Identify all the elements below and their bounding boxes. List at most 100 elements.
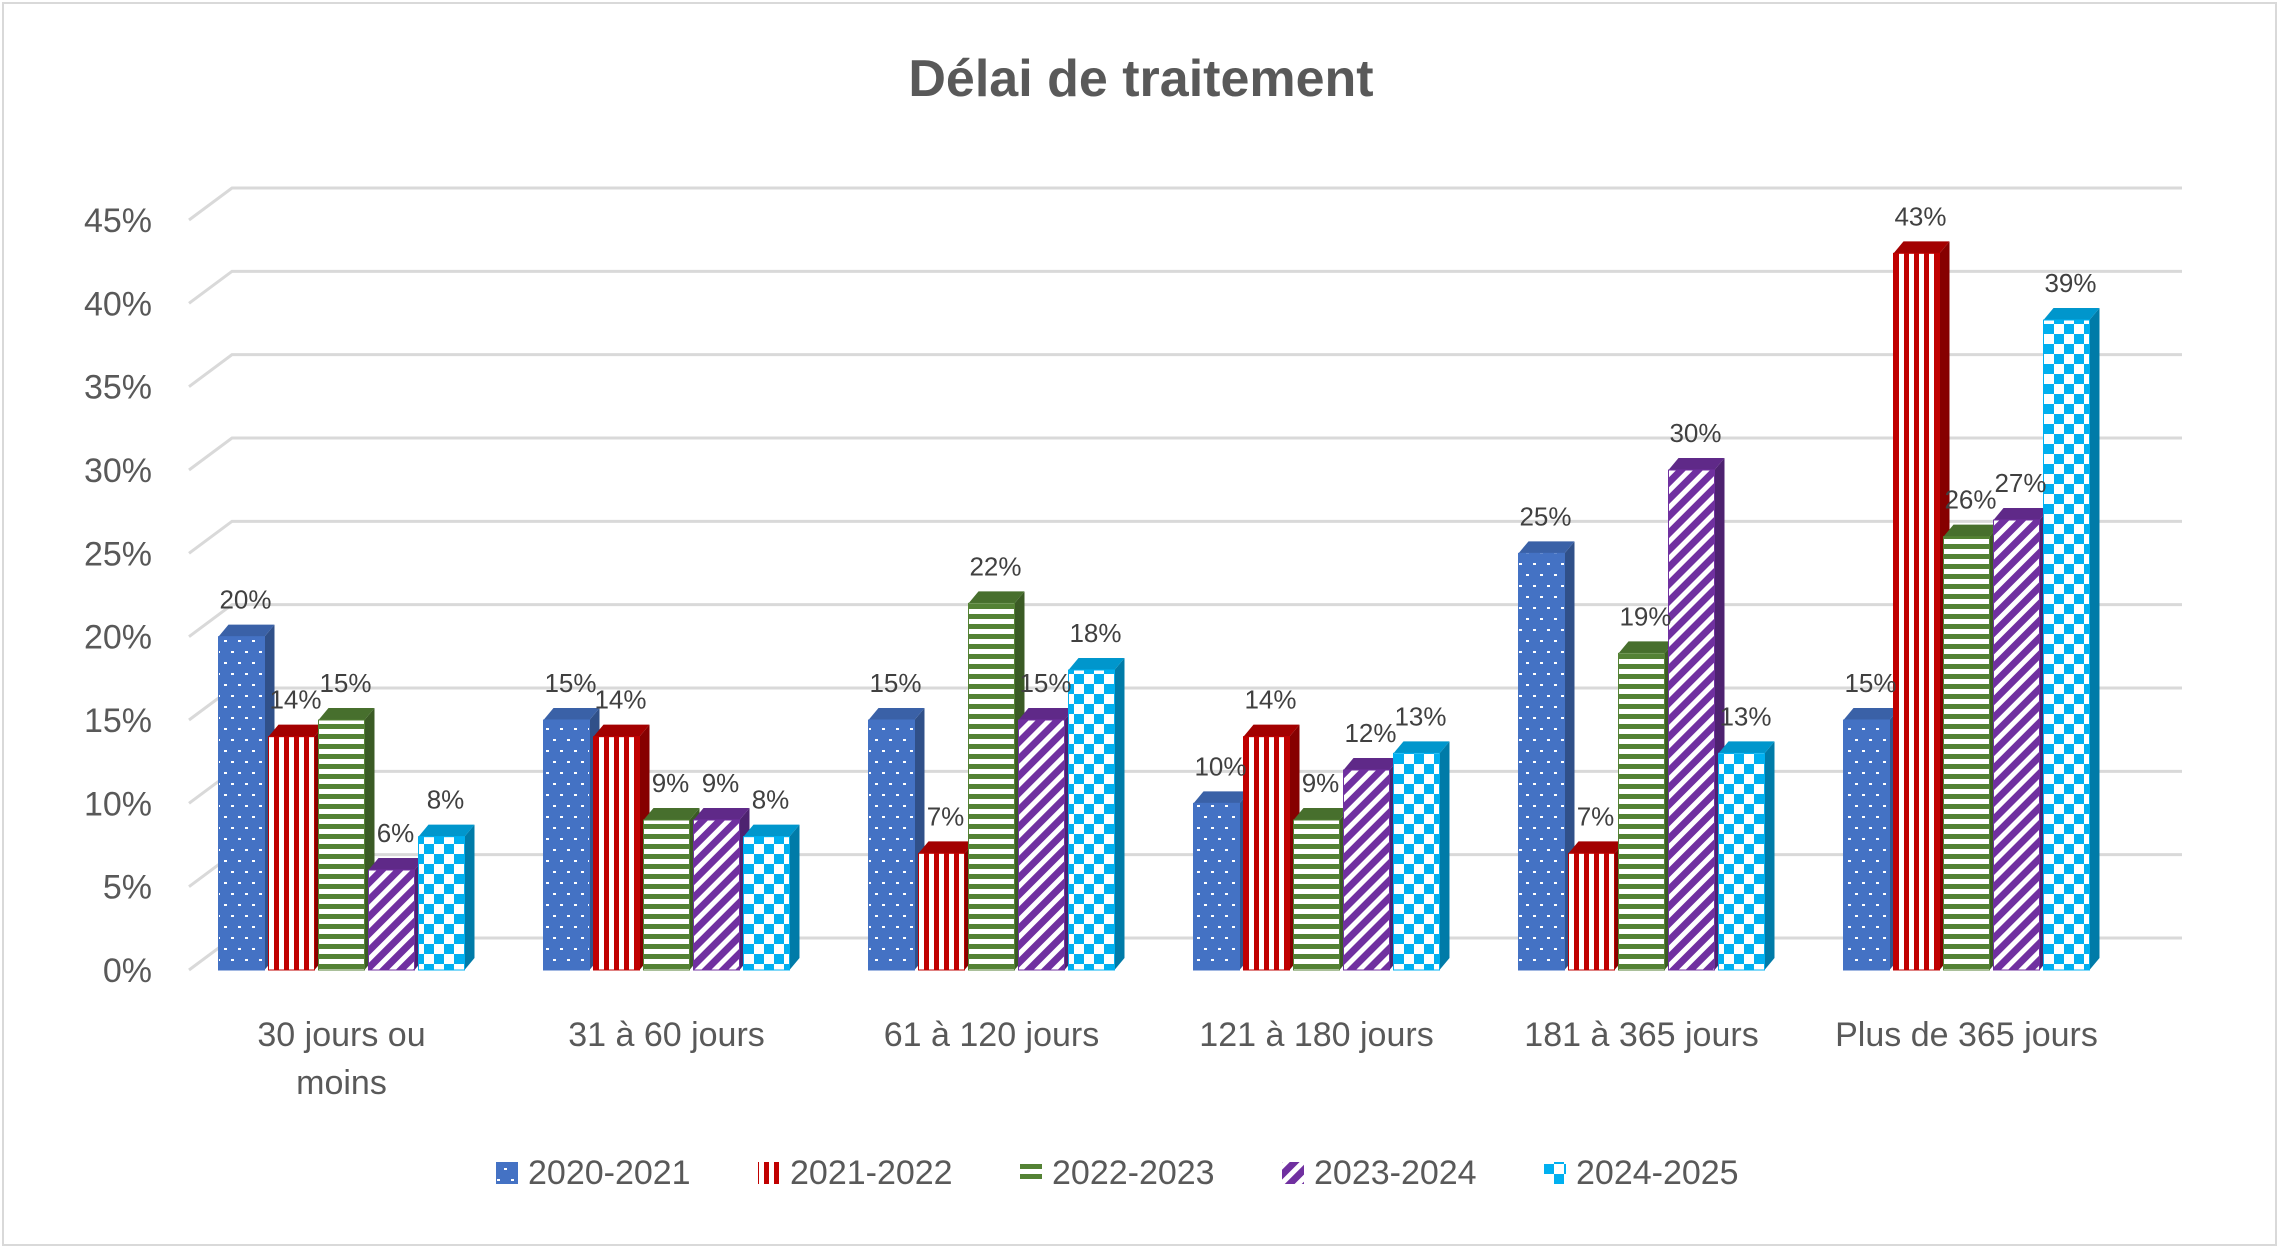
data-label: 15% [869, 668, 921, 698]
y-tick-label: 10% [84, 785, 152, 823]
bar-top [1993, 508, 2050, 520]
data-label: 9% [702, 768, 740, 798]
legend-label: 2024-2025 [1576, 1154, 1739, 1192]
bar [643, 808, 700, 971]
category-label: 121 à 180 jours [1199, 1016, 1433, 1054]
data-label: 26% [1944, 485, 1996, 515]
data-label: 15% [1844, 668, 1896, 698]
category-label: 30 jours ou [257, 1016, 425, 1054]
bar-front [1843, 719, 1890, 971]
bar [2043, 308, 2100, 971]
bar-front [1718, 752, 1765, 971]
y-tick-label: 0% [103, 952, 152, 990]
bar [1843, 708, 1900, 971]
bar-top [593, 724, 650, 737]
category-label: moins [296, 1064, 387, 1102]
bar-top [543, 708, 600, 720]
bar-top [743, 824, 800, 837]
bar [1668, 458, 1725, 971]
gridline [188, 603, 2182, 638]
bar [743, 824, 800, 971]
bar [1943, 524, 2000, 971]
bar [418, 824, 475, 971]
bar-side [1439, 741, 1450, 970]
bar [1293, 808, 1350, 971]
bar [1568, 841, 1625, 971]
bar-top [968, 591, 1025, 604]
bar-top [218, 624, 275, 637]
bar-top [1343, 758, 1400, 770]
y-tick-label: 15% [84, 702, 152, 740]
bar [1618, 641, 1675, 971]
bar-top [693, 808, 750, 820]
bar [543, 708, 600, 971]
bar [1893, 241, 1950, 971]
y-tick-label: 40% [84, 285, 152, 323]
bar [268, 724, 325, 971]
bar-side [464, 824, 475, 970]
bar-front [1068, 669, 1115, 971]
bar-front [743, 836, 790, 971]
bar-front [643, 819, 690, 971]
data-label: 14% [594, 685, 646, 715]
bar-front [1243, 736, 1290, 971]
bar-front [693, 819, 740, 971]
gridline [188, 186, 2182, 222]
legend-swatch [1282, 1162, 1304, 1184]
legend-swatch [496, 1162, 518, 1184]
bar [1243, 724, 1300, 971]
data-label: 15% [1019, 668, 1071, 698]
y-tick-label: 45% [84, 202, 152, 240]
data-label: 7% [1577, 801, 1615, 831]
category-label: 181 à 365 jours [1524, 1016, 1758, 1054]
data-label: 25% [1519, 501, 1571, 531]
legend-swatch [758, 1162, 780, 1184]
data-label: 12% [1344, 718, 1396, 748]
bar-top [918, 841, 975, 854]
chart-svg: Délai de traitement 0% 5% 10% 15% 20% 25% 30% 3… [84, 50, 2182, 1192]
bar-side [789, 824, 800, 970]
legend: 2020-2021 2021-2022 2022-2023 2023-2024 2024… [496, 1154, 1739, 1192]
bars-layer [218, 241, 2100, 971]
legend-swatch [1020, 1162, 1042, 1184]
chart-title: Délai de traitement [908, 50, 1373, 108]
bar-front [868, 719, 915, 971]
bar-top [643, 808, 700, 820]
y-axis: 0% 5% 10% 15% 20% 25% 30% 35% 40% 45% [84, 202, 152, 990]
data-label: 30% [1669, 418, 1721, 448]
legend-label: 2022-2023 [1052, 1154, 1215, 1192]
category-label: 31 à 60 jours [568, 1016, 765, 1054]
bar-front [593, 736, 640, 971]
bar-top [318, 708, 375, 720]
gridline [188, 436, 2182, 472]
bar-front [368, 869, 415, 971]
data-label: 19% [1619, 601, 1671, 631]
y-tick-label: 5% [103, 869, 152, 907]
bar [1393, 741, 1450, 971]
data-label: 8% [752, 785, 790, 815]
y-tick-label: 30% [84, 452, 152, 490]
bar-front [1568, 852, 1615, 971]
category-label: Plus de 365 jours [1835, 1016, 2098, 1054]
bar-top [1393, 741, 1450, 754]
bar [868, 708, 925, 971]
bar-top [1018, 708, 1075, 720]
bar [693, 808, 750, 971]
bar-top [418, 824, 475, 837]
bar-top [1518, 541, 1575, 554]
bar-top [1893, 241, 1950, 254]
bar-front [1993, 519, 2040, 971]
gridline [188, 519, 2182, 555]
data-label: 9% [1302, 768, 1340, 798]
data-label: 15% [544, 668, 596, 698]
data-label: 18% [1069, 618, 1121, 648]
bar-front [318, 719, 365, 971]
bar [318, 708, 375, 971]
bar-top [2043, 308, 2100, 320]
data-label: 43% [1894, 201, 1946, 231]
data-label: 13% [1719, 701, 1771, 731]
bar [1993, 508, 2050, 971]
bar-top [868, 708, 925, 720]
bar [593, 724, 650, 971]
data-label: 13% [1394, 701, 1446, 731]
